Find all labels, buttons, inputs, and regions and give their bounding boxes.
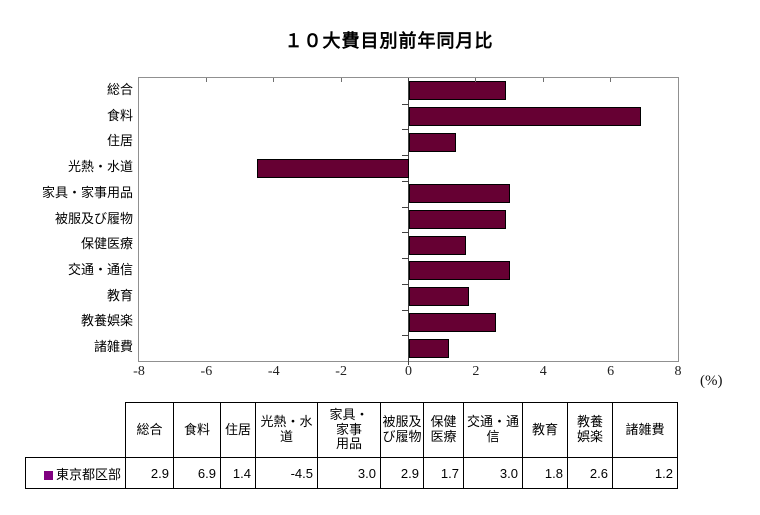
table-value-cell: 1.4	[220, 457, 256, 489]
x-axis-labels: -8 -6 -4 -2 0 2 4 6 8	[133, 364, 681, 384]
chart-bar	[408, 261, 510, 281]
table-value-cell: 1.2	[612, 457, 678, 489]
chart-bar	[408, 235, 466, 255]
y-axis-label: 保健医療	[80, 236, 133, 252]
table-header-cell: 住居	[220, 402, 256, 458]
table-header-cell: 被服及 び履物	[380, 402, 424, 458]
y-axis-label: 総合	[106, 81, 133, 97]
y-axis-label: 家具・家事用品	[41, 184, 133, 200]
x-axis-tick-label: -6	[200, 364, 213, 379]
y-axis-label: 教育	[106, 287, 133, 303]
table-header-cell: 保健 医療	[423, 402, 464, 458]
x-axis-tick-label: 0	[405, 364, 412, 379]
table-header-cell: 家具・ 家事 用品	[317, 402, 381, 458]
chart-bar	[408, 81, 507, 101]
table-value-cell: -4.5	[255, 457, 318, 489]
y-axis-label: 住居	[106, 133, 133, 149]
category-axis-tick	[402, 181, 408, 182]
x-axis-tick-label: 8	[674, 364, 682, 379]
chart-bar	[408, 132, 456, 152]
category-axis-tick	[402, 310, 408, 311]
table-value-cell: 3.0	[463, 457, 523, 489]
table-data-row: 東京都区部 2.9 6.9 1.4 -4.5 3.0 2.9 1.7 3.0 1.8 2.6 1.2	[25, 457, 678, 489]
chart-title: １０大費目別前年同月比	[284, 31, 494, 51]
table-row-label-cell: 東京都区部	[25, 457, 126, 489]
series-legend-swatch	[43, 470, 53, 480]
table-value-cell: 1.8	[522, 457, 568, 489]
table-corner-cell	[26, 403, 126, 458]
y-axis-label: 食料	[106, 107, 133, 123]
chart-bar	[408, 287, 470, 307]
value-axis-tick	[340, 78, 342, 82]
table-value-cell: 6.9	[173, 457, 221, 489]
table-header-cell: 諸雑費	[612, 402, 678, 458]
category-axis-tick	[402, 104, 408, 105]
table-header-cell: 教養 娯楽	[567, 402, 613, 458]
chart-bar	[256, 158, 409, 178]
table-value-cell: 3.0	[317, 457, 381, 489]
axis-unit-label: (%)	[700, 373, 723, 389]
table-value-cell: 1.7	[423, 457, 464, 489]
category-axis-tick	[402, 129, 408, 130]
table-header-cell: 総合	[125, 402, 174, 458]
value-axis-tick	[610, 78, 612, 82]
chart-bar	[408, 184, 510, 204]
category-axis-tick	[402, 284, 408, 285]
table-header-row: 総合 食料 住居 光熱・水 道家具・ 家事 用品 被服及 び履物 保健 医療 交通・通 信教…	[26, 402, 678, 458]
table-value-cell: 2.9	[125, 457, 174, 489]
table-value-cell: 2.6	[567, 457, 613, 489]
category-axis-tick	[402, 155, 408, 156]
series-name: 東京都区部	[55, 466, 121, 482]
category-axis-tick	[402, 207, 408, 208]
value-axis-tick	[542, 78, 544, 82]
value-axis-tick	[475, 78, 477, 82]
x-axis-tick-label: 4	[539, 364, 547, 379]
category-axis-tick	[402, 258, 408, 259]
category-axis-tick	[402, 335, 408, 336]
table-header-cell: 食料	[173, 402, 221, 458]
y-axis-label: 諸雑費	[93, 339, 133, 355]
category-axis-tick	[402, 232, 408, 233]
chart-bar	[408, 210, 507, 229]
table-header-cell: 教育	[522, 402, 568, 458]
y-axis-label: 光熱・水道	[67, 159, 133, 175]
x-axis-tick-label: 2	[472, 364, 480, 379]
y-axis-label: 交通・通信	[67, 261, 133, 277]
value-axis-tick	[205, 78, 207, 82]
data-table: 総合 食料 住居 光熱・水 道家具・ 家事 用品 被服及 び履物 保健 医療 交通・通 信教…	[25, 402, 678, 489]
table-value-cell: 2.9	[380, 457, 424, 489]
y-axis-label: 教養娯楽	[80, 313, 133, 329]
table-header-cell: 交通・通 信	[463, 402, 523, 458]
plot-area	[138, 77, 679, 365]
chart-bar	[408, 338, 449, 358]
table-header-cell: 光熱・水 道	[255, 402, 318, 458]
x-axis-tick-label: -4	[267, 364, 280, 379]
y-axis-label: 被服及び履物	[54, 210, 133, 226]
y-axis-labels: 総合食料住居光熱・水道家具・家事用品被服及び履物保健医療交通・通信教育教養娯楽諸…	[0, 77, 133, 362]
chart-bar	[408, 107, 641, 127]
x-axis-tick-label: -2	[335, 364, 347, 379]
x-axis-tick-label: 6	[607, 364, 615, 379]
chart-bar	[408, 312, 497, 332]
value-axis-tick	[273, 78, 275, 82]
x-axis-tick-label: -8	[133, 364, 145, 379]
